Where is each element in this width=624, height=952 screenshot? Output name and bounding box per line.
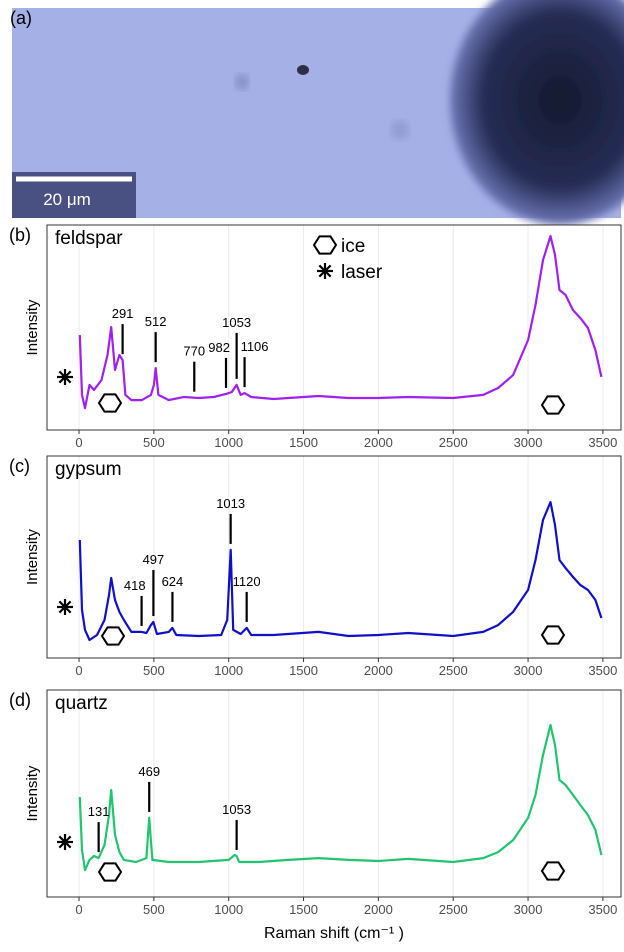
plot-frame: [46, 224, 622, 431]
ice-symbol: [97, 862, 123, 882]
peak-label: 131: [88, 804, 110, 819]
laser-symbol: [58, 370, 72, 384]
laser-symbol: [318, 264, 332, 278]
x-tick-label: 1000: [214, 663, 243, 678]
ice-symbol: [540, 395, 566, 415]
peak-label: 512: [145, 314, 167, 329]
x-tick-label: 500: [143, 663, 165, 678]
x-tick-label: 3000: [514, 435, 543, 450]
peak-label: 1013: [216, 496, 245, 511]
x-tick-label: 500: [143, 902, 165, 917]
laser-symbol: [58, 600, 72, 614]
panel-label: (b): [9, 225, 31, 245]
particle: [391, 120, 409, 140]
ice-symbol: [312, 235, 338, 255]
peak-label: 1053: [222, 802, 251, 817]
scale-bar-label: 20 μm: [43, 190, 91, 209]
micrograph: 20 μm (a): [10, 0, 624, 225]
ice-symbol: [100, 626, 126, 646]
y-axis-label: Intensity: [24, 529, 41, 585]
y-axis-label: Intensity: [24, 765, 41, 821]
x-tick-label: 3500: [588, 435, 617, 450]
peak-label: 982: [208, 340, 230, 355]
peak-label: 291: [112, 306, 134, 321]
x-tick-label: 1500: [289, 663, 318, 678]
x-tick-label: 2000: [364, 663, 393, 678]
peak-label: 1053: [222, 315, 251, 330]
x-tick-label: 500: [143, 435, 165, 450]
x-tick-label: 1500: [289, 435, 318, 450]
panel-label: (a): [10, 8, 32, 28]
x-tick-label: 3500: [588, 663, 617, 678]
x-tick-label: 2500: [439, 663, 468, 678]
ice-symbol: [540, 625, 566, 645]
spectrum-line: [78, 501, 603, 642]
peak-label: 1120: [233, 574, 261, 589]
x-tick-label: 1000: [214, 435, 243, 450]
spectrum-line: [78, 235, 603, 410]
panel-title: gypsum: [55, 459, 122, 480]
legend-label: laser: [341, 262, 383, 283]
plot-frame: [46, 455, 622, 659]
x-tick-label: 2500: [439, 435, 468, 450]
x-tick-label: 1500: [289, 902, 318, 917]
spectrum-line: [78, 723, 603, 872]
plot-area: [47, 690, 621, 897]
ice-symbol: [540, 861, 566, 881]
x-axis-label: Raman shift (cm⁻¹ ): [264, 925, 404, 942]
particle: [235, 74, 249, 90]
x-tick-label: 2500: [439, 902, 468, 917]
x-tick-label: 3000: [514, 663, 543, 678]
x-tick-label: 0: [75, 902, 82, 917]
plot-frame: [46, 689, 622, 898]
x-tick-label: 0: [75, 663, 82, 678]
peak-label: 418: [124, 578, 146, 593]
x-tick-label: 2000: [364, 902, 393, 917]
panel-title: quartz: [55, 693, 108, 714]
x-tick-label: 3000: [514, 902, 543, 917]
panel-label: (c): [9, 456, 30, 476]
particle: [297, 65, 309, 75]
x-tick-label: 0: [75, 435, 82, 450]
laser-symbol: [58, 835, 72, 849]
legend-label: ice: [341, 236, 365, 257]
panel-title: feldspar: [55, 228, 123, 249]
x-tick-label: 1000: [214, 902, 243, 917]
panel-label: (d): [9, 690, 31, 710]
peak-label: 1106: [241, 339, 269, 354]
y-axis-label: Intensity: [24, 299, 41, 355]
dark-region: [450, 0, 624, 225]
plot-area: [47, 456, 621, 658]
ice-symbol: [97, 393, 123, 413]
peak-label: 469: [138, 764, 160, 779]
x-tick-label: 3500: [588, 902, 617, 917]
peak-label: 624: [162, 574, 184, 589]
x-tick-label: 2000: [364, 435, 393, 450]
peak-label: 770: [183, 344, 205, 359]
peak-label: 497: [143, 552, 165, 567]
plot-area: [47, 225, 621, 430]
